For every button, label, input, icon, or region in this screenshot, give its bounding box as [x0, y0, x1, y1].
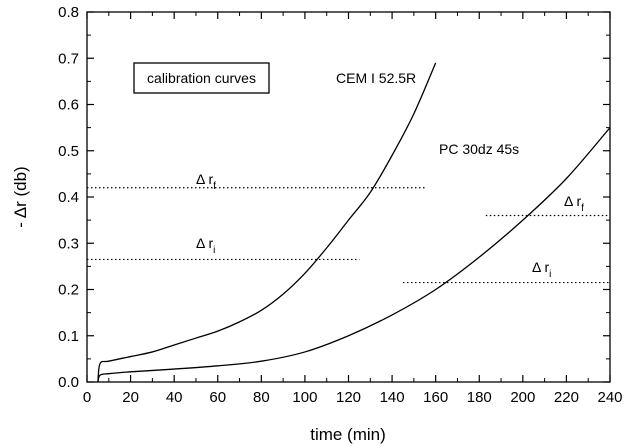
ref-label-2-sub: f	[581, 203, 584, 214]
series-label-pc: PC 30dz 45s	[439, 141, 519, 157]
x-tick-label: 180	[467, 389, 492, 406]
x-tick-label: 40	[166, 389, 183, 406]
ref-label-2: Δ rf	[564, 193, 584, 214]
x-axis-label: time (min)	[310, 425, 386, 444]
x-tick-label: 240	[597, 389, 622, 406]
y-tick-label: 0.8	[58, 4, 79, 21]
ref-label-3-main: Δ r	[532, 259, 549, 275]
x-tick-label: 0	[83, 389, 91, 406]
calibration-box: calibration curves	[133, 62, 270, 94]
reference-lines	[87, 187, 610, 284]
x-tick-label: 140	[380, 389, 405, 406]
calibration-box-frame	[133, 62, 270, 94]
ref-label-0-main: Δ r	[196, 171, 213, 187]
ref-label-2-main: Δ r	[564, 193, 581, 209]
y-axis-ticks: 0.0 0.1 0.2 0.3 0.4 0.5 0.6 0.7 0.8	[58, 4, 610, 391]
ref-label-1-main: Δ r	[196, 235, 213, 251]
y-tick-label: 0.2	[58, 282, 79, 299]
y-axis-label: - Δr (db)	[11, 166, 30, 227]
series-line-0	[97, 62, 437, 382]
x-axis-ticks: 0 20 40 60 80 100 120 140 160 180 200 220 240	[83, 12, 623, 406]
ref-label-0: Δ rf	[196, 171, 216, 192]
ref-label-3: Δ ri	[532, 259, 551, 280]
x-tick-label: 200	[510, 389, 535, 406]
x-tick-label: 100	[292, 389, 317, 406]
x-tick-label: 120	[336, 389, 361, 406]
x-tick-label: 220	[554, 389, 579, 406]
ref-label-3-sub: i	[549, 269, 551, 280]
x-tick-label: 80	[253, 389, 270, 406]
x-tick-label: 160	[423, 389, 448, 406]
y-tick-label: 0.5	[58, 143, 79, 160]
y-tick-label: 0.4	[58, 189, 79, 206]
ref-label-0-sub: f	[213, 181, 216, 192]
series-line-1	[97, 127, 610, 382]
x-tick-label: 60	[209, 389, 226, 406]
y-tick-label: 0.6	[58, 97, 79, 114]
y-tick-label: 0.0	[58, 374, 79, 391]
series-lines	[97, 62, 610, 382]
y-tick-label: 0.3	[58, 235, 79, 252]
y-tick-label: 0.1	[58, 328, 79, 345]
ref-label-1-sub: i	[213, 245, 215, 256]
x-tick-label: 20	[122, 389, 139, 406]
series-label-cem: CEM I 52.5R	[336, 70, 416, 86]
y-tick-label: 0.7	[58, 50, 79, 67]
ref-label-1: Δ ri	[196, 235, 215, 256]
calibration-box-text: calibration curves	[147, 70, 256, 86]
